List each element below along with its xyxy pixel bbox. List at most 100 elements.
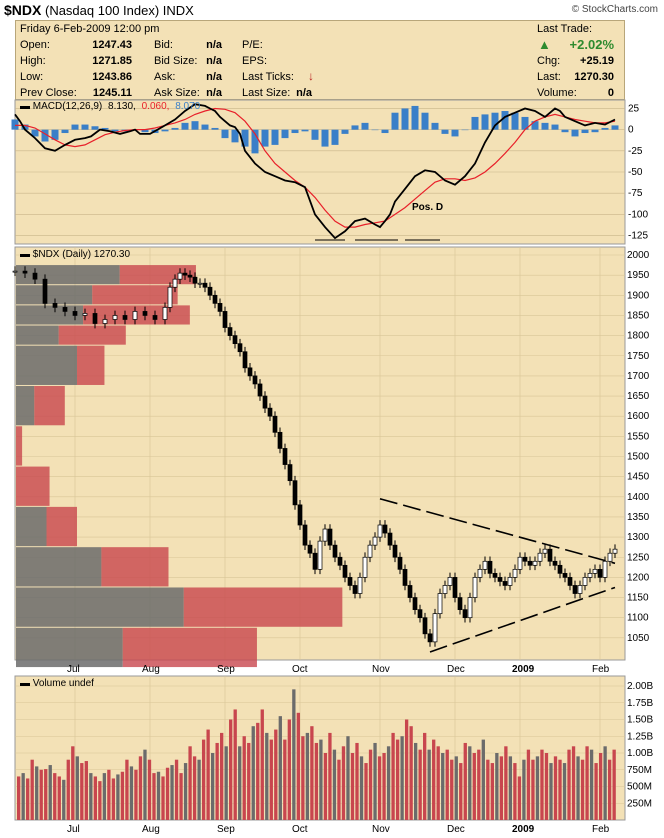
- price-x-tick-label: Feb: [592, 664, 610, 675]
- volume-bar: [80, 763, 84, 820]
- volume-bar: [269, 739, 273, 820]
- price-tick-label: 1800: [627, 331, 650, 342]
- price-tick-label: 1150: [627, 593, 649, 604]
- price-bar-body: [52, 303, 58, 308]
- volume-bar: [346, 736, 350, 820]
- price-bar-body: [242, 351, 248, 369]
- volume-bar: [120, 771, 125, 820]
- price-bar-body: [212, 294, 218, 304]
- price-tick-label: 2000: [627, 250, 650, 261]
- price-bar-body: [92, 313, 98, 324]
- macd-tick-label: 0: [628, 125, 634, 136]
- price-bar-body: [592, 568, 598, 574]
- macd-histogram-bar: [341, 129, 349, 134]
- price-bar-body: [382, 524, 388, 534]
- volume-tick-label: 1.00B: [627, 748, 653, 759]
- volume-bar: [265, 732, 269, 820]
- vbp-down-bar: [46, 506, 77, 547]
- credit-text: © StockCharts.com: [571, 4, 658, 15]
- bid-value: n/a: [206, 39, 222, 51]
- last-size-value: n/a: [296, 87, 312, 99]
- price-bar-body: [607, 552, 613, 562]
- vbp-up-bar: [16, 345, 77, 385]
- macd-histogram-bar: [221, 129, 229, 139]
- volume-bar: [436, 746, 440, 820]
- price-bar-body: [277, 431, 283, 449]
- price-bar-body: [272, 415, 278, 433]
- volume-bar: [161, 776, 165, 820]
- price-bar-body: [302, 524, 308, 546]
- volume-bar: [242, 736, 246, 820]
- volume-bar: [179, 773, 183, 820]
- macd-histogram-bar: [381, 129, 389, 134]
- price-bar-body: [177, 272, 183, 280]
- price-bar-body: [562, 573, 568, 578]
- macd-histogram-bar: [611, 125, 619, 130]
- exchange: INDX: [162, 3, 194, 18]
- macd-line: [14, 103, 616, 240]
- last-label: Last:: [537, 71, 561, 83]
- volume-bar: [39, 769, 43, 820]
- volume-bar: [508, 756, 513, 820]
- price-x-tick-label: Oct: [292, 664, 308, 675]
- high-label: High:: [20, 55, 46, 67]
- macd-histogram-bar: [41, 129, 49, 142]
- price-bar-body: [552, 560, 558, 566]
- volume-label: Volume:: [537, 87, 577, 99]
- volume-bar: [486, 759, 490, 820]
- macd-histogram-bar: [31, 129, 39, 137]
- price-bar-body: [487, 560, 493, 574]
- price-bar-body: [197, 282, 203, 285]
- price-bar-body: [22, 270, 28, 274]
- price-bar-body: [207, 286, 213, 296]
- eps-label: EPS:: [242, 55, 268, 67]
- price-bar-body: [442, 585, 448, 594]
- price-bar-body: [32, 272, 38, 280]
- price-bar-body: [537, 552, 543, 562]
- chart-title: $NDX (Nasdaq 100 Index) INDX: [4, 2, 194, 18]
- volume-bar: [238, 746, 242, 820]
- volume-bar: [256, 722, 260, 820]
- volume-bar: [418, 749, 422, 820]
- price-bar-body: [247, 367, 253, 377]
- volume-bar: [66, 759, 70, 820]
- price-bar-body: [467, 597, 473, 619]
- price-bar-body: [572, 585, 578, 594]
- macd-histogram-bar: [91, 126, 99, 130]
- price-bar-body: [397, 556, 403, 570]
- volume-bar: [84, 761, 88, 820]
- vbp-up-bar: [16, 385, 35, 426]
- volume-bar: [30, 759, 34, 820]
- pe-label: P/E:: [242, 39, 263, 51]
- volume-bar: [251, 726, 255, 820]
- volume-bar: [134, 769, 138, 820]
- macd-legend-value: 8.130,: [108, 101, 136, 112]
- volume-bar: [359, 756, 364, 820]
- macd-histogram-bar: [431, 122, 439, 130]
- price-bar-body: [612, 548, 618, 554]
- volume-bar: [481, 739, 485, 820]
- price-legend-dash: ▬: [20, 249, 33, 260]
- macd-tick-label: 25: [628, 103, 640, 114]
- volume-bar: [102, 773, 107, 820]
- volume-bar: [585, 746, 589, 820]
- macd-histogram-bar: [51, 129, 59, 140]
- volume-tick-label: 1.75B: [627, 698, 653, 709]
- volume-bar: [165, 767, 170, 820]
- volume-bar: [53, 773, 57, 820]
- quote-date: Friday 6-Feb-2009 12:00 pm: [20, 23, 160, 35]
- volume-bar: [143, 749, 147, 820]
- volume-bar: [21, 773, 25, 820]
- volume-bar: [174, 759, 179, 820]
- price-bar-body: [372, 536, 378, 546]
- price-bar-body: [192, 276, 198, 284]
- price-bar-body: [222, 311, 228, 328]
- vbp-down-bar: [183, 587, 343, 627]
- price-bar-body: [452, 577, 458, 598]
- quote-header: Friday 6-Feb-2009 12:00 pm Open: 1247.43…: [15, 20, 625, 100]
- macd-histogram-bar: [421, 112, 429, 130]
- macd-histogram-bar: [321, 129, 329, 147]
- percent-change: +2.02%: [569, 37, 614, 52]
- volume-bar: [404, 719, 409, 820]
- volume-bar: [260, 709, 264, 820]
